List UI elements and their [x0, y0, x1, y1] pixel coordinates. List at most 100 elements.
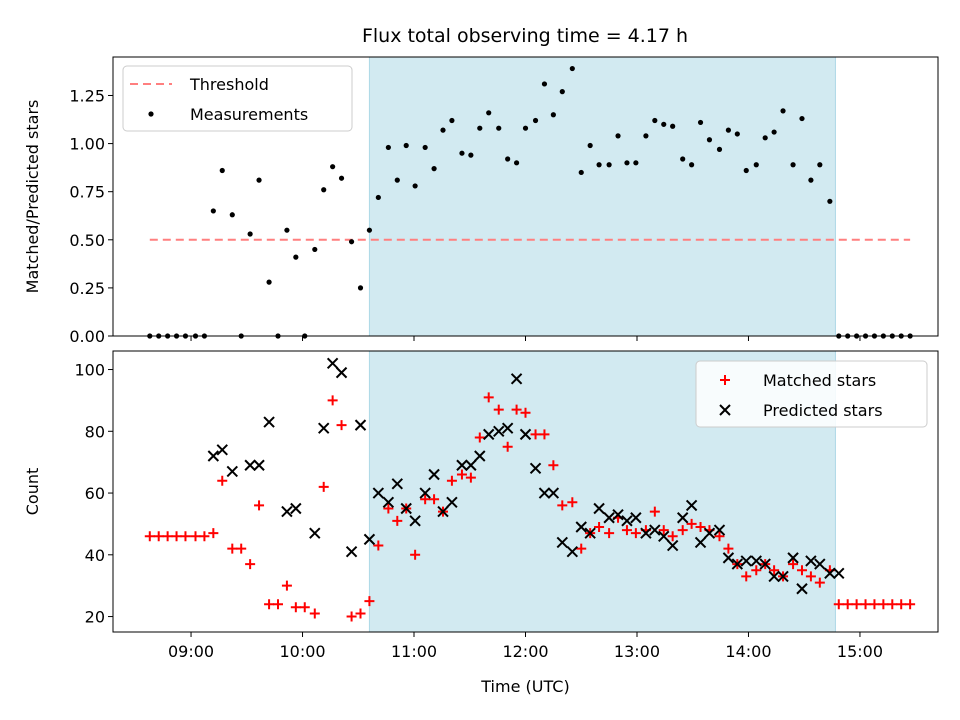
predicted-star-marker: [740, 555, 752, 567]
x-axis-label: Time (UTC): [480, 677, 569, 696]
predicted-star-marker: [501, 422, 514, 434]
predicted-star-marker: [658, 530, 670, 542]
legend-label: Threshold: [189, 75, 269, 94]
matched-star-marker: [630, 528, 641, 539]
predicted-star-marker: [612, 508, 624, 521]
matched-star-marker: [567, 497, 578, 508]
matched-star-marker: [144, 531, 155, 542]
y-tick-label: 0.25: [69, 279, 105, 298]
x-tick-label: 14:00: [725, 642, 771, 661]
x-tick-label: 13:00: [614, 642, 660, 661]
measurement-point: [266, 279, 272, 285]
x-tick-label: 11:00: [391, 642, 437, 661]
predicted-star-marker: [833, 567, 845, 580]
measurement-point: [412, 183, 418, 189]
predicted-star-marker: [584, 527, 596, 539]
predicted-star-marker: [676, 512, 689, 524]
matched-star-marker: [299, 602, 310, 613]
y-tick-label: 0.00: [69, 327, 105, 346]
matched-star-marker: [171, 531, 182, 542]
legend-matched-swatch: [720, 375, 730, 385]
matched-star-marker: [465, 472, 476, 483]
measurement-point: [716, 146, 723, 152]
observing-span-shade: [368, 56, 836, 337]
predicted-star-marker: [446, 496, 458, 509]
y-tick-label: 80: [85, 422, 105, 441]
measurement-point: [330, 164, 336, 170]
predicted-star-marker: [703, 527, 716, 539]
measurement-point: [697, 119, 704, 126]
predicted-star-marker: [566, 546, 579, 558]
measurement-point: [219, 167, 225, 174]
legend-predicted-swatch: [719, 404, 731, 416]
measurement-point: [661, 121, 667, 127]
matched-star-marker: [896, 599, 907, 610]
measurement-point: [633, 160, 639, 166]
measurement-point: [578, 169, 584, 176]
measurement-point: [449, 117, 455, 124]
measurement-point: [643, 133, 649, 139]
measurement-point: [827, 198, 833, 204]
predicted-star-marker: [713, 524, 726, 536]
measurement-point: [513, 160, 520, 166]
predicted-star-marker: [419, 487, 431, 499]
matched-star-marker: [199, 531, 210, 542]
predicted-star-marker: [814, 558, 826, 570]
matched-star-marker: [548, 460, 559, 471]
matched-star-marker: [264, 599, 275, 610]
matched-star-marker: [309, 608, 320, 619]
measurement-point: [680, 156, 686, 162]
predicted-star-marker: [768, 570, 780, 583]
measurement-point: [247, 231, 253, 237]
measurement-point: [532, 117, 539, 124]
measurement-point: [689, 162, 695, 168]
measurement-point: [477, 125, 483, 131]
y-tick-label: 0.75: [69, 183, 105, 202]
y-tick-label: 1.00: [69, 135, 105, 154]
matched-star-marker: [788, 559, 799, 570]
matched-star-marker: [741, 571, 752, 582]
measurement-point: [229, 212, 235, 218]
measurement-point: [348, 239, 355, 245]
matched-star-marker: [667, 531, 678, 542]
predicted-star-marker: [731, 558, 744, 570]
matched-star-marker: [842, 599, 853, 610]
matched-star-marker: [833, 599, 844, 610]
measurement-point: [375, 194, 381, 201]
measurement-point: [210, 208, 216, 214]
matched-star-marker: [520, 407, 531, 418]
matched-star-marker: [153, 531, 164, 542]
measurement-point: [596, 162, 602, 168]
matched-star-marker: [686, 518, 697, 529]
predicted-star-marker: [529, 462, 542, 475]
predicted-star-marker: [805, 555, 817, 567]
measurement-point: [559, 89, 565, 95]
measurement-point: [468, 152, 474, 158]
matched-star-marker: [658, 525, 669, 536]
matched-star-marker: [456, 469, 467, 480]
measurement-point: [256, 177, 262, 183]
measurement-point: [550, 112, 556, 118]
matched-star-marker: [878, 599, 889, 610]
matched-star-marker: [483, 392, 494, 403]
matched-star-marker: [180, 531, 191, 542]
matched-star-marker: [327, 395, 338, 406]
measurement-point: [790, 162, 796, 168]
matched-star-marker: [557, 500, 568, 511]
predicted-star-marker: [824, 567, 836, 580]
legend-label: Matched stars: [763, 371, 876, 390]
matched-star-marker: [814, 577, 825, 588]
measurement-point: [670, 123, 676, 129]
matched-star-marker: [290, 602, 301, 613]
measurement-point: [293, 254, 299, 260]
predicted-star-marker: [547, 487, 560, 499]
matched-star-marker: [236, 543, 247, 554]
matched-star-marker: [677, 525, 688, 536]
y-tick-label: 100: [74, 361, 105, 380]
matched-star-marker: [796, 565, 807, 576]
y-tick-label: 1.25: [69, 86, 105, 105]
matched-star-marker: [254, 500, 265, 511]
measurement-point: [496, 125, 502, 131]
matched-star-marker: [429, 494, 440, 505]
